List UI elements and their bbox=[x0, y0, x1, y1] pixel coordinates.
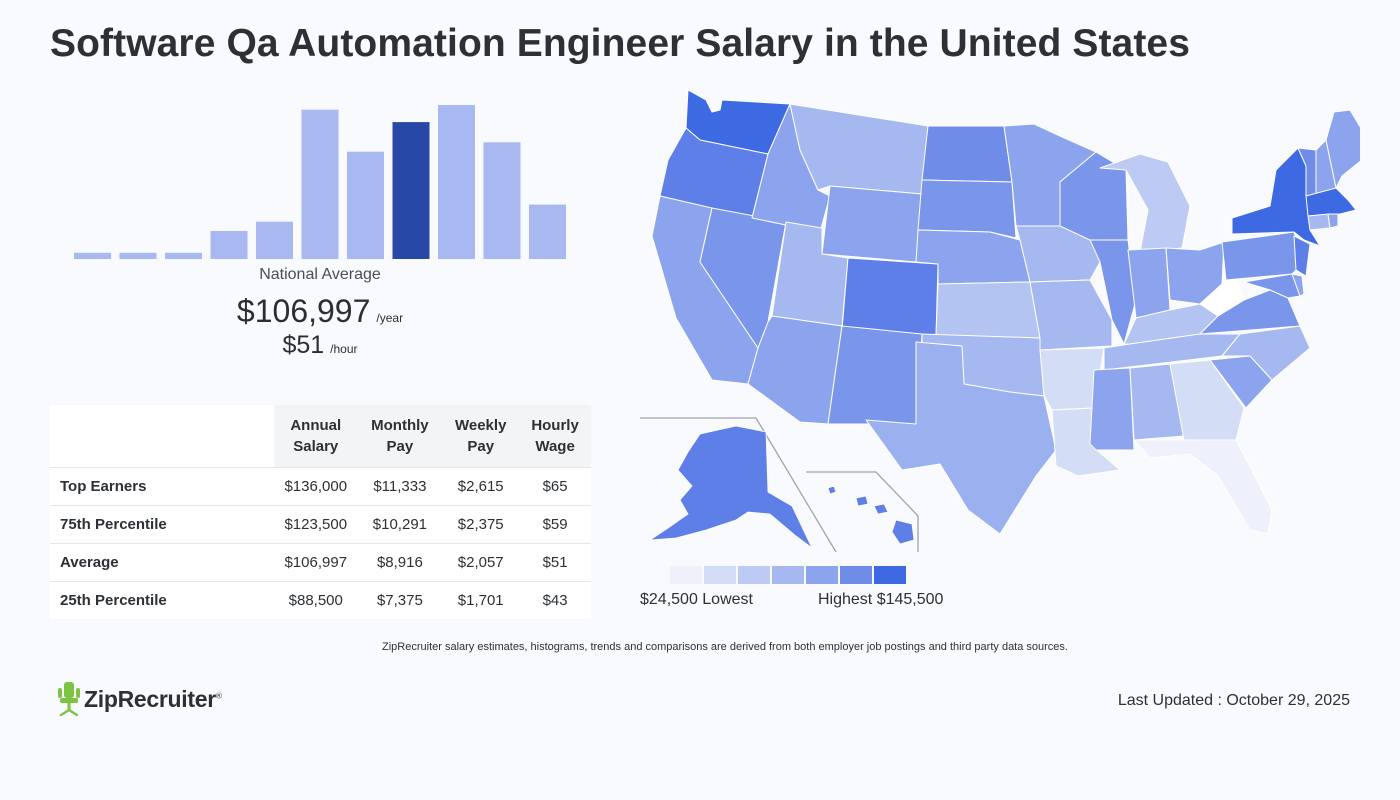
histogram-bar bbox=[483, 142, 521, 259]
legend-swatch bbox=[806, 566, 838, 584]
chair-icon bbox=[58, 682, 80, 716]
cell-weekly: $2,615 bbox=[442, 467, 520, 506]
state-florida bbox=[1133, 439, 1273, 535]
us-salary-map bbox=[640, 89, 1360, 553]
cell-weekly: $1,701 bbox=[442, 581, 520, 619]
brand-name: ZipRecruiter® bbox=[84, 685, 222, 712]
cell-hourly: $43 bbox=[519, 581, 591, 619]
legend-swatch bbox=[840, 566, 872, 584]
state-alaska bbox=[649, 425, 813, 549]
legend-swatch bbox=[874, 566, 906, 584]
cell-hourly: $51 bbox=[519, 543, 591, 582]
map-legend bbox=[670, 566, 906, 584]
state-colorado bbox=[841, 257, 939, 337]
histogram-bar bbox=[438, 105, 475, 259]
histogram-bar bbox=[74, 252, 111, 259]
histogram-bar bbox=[210, 231, 248, 259]
cell-hourly: $65 bbox=[519, 467, 591, 506]
row-label: 25th Percentile bbox=[50, 581, 274, 619]
legend-swatch bbox=[704, 566, 736, 584]
cell-weekly: $2,057 bbox=[442, 543, 520, 582]
histogram-bar bbox=[119, 252, 157, 259]
table-header-weekly: Weekly Pay bbox=[442, 405, 520, 468]
cell-annual: $88,500 bbox=[274, 581, 358, 619]
table-row: Top Earners $136,000 $11,333 $2,615 $65 bbox=[50, 467, 591, 506]
row-label: Average bbox=[50, 543, 274, 582]
legend-high-label: Highest $145,500 bbox=[818, 591, 944, 608]
table-header-annual: Annual Salary bbox=[274, 405, 358, 468]
state-maryland bbox=[1243, 273, 1301, 299]
state-rhode-island bbox=[1327, 213, 1339, 229]
state-michigan bbox=[1099, 153, 1191, 253]
histogram-bar bbox=[256, 221, 293, 259]
state-indiana bbox=[1127, 247, 1171, 319]
cell-monthly: $7,375 bbox=[357, 581, 443, 619]
cell-monthly: $11,333 bbox=[357, 467, 443, 506]
table-header-blank bbox=[50, 405, 274, 468]
histogram-bar bbox=[347, 151, 384, 259]
annual-unit: /year bbox=[376, 311, 404, 325]
state-hawaii bbox=[827, 485, 915, 545]
cell-annual: $136,000 bbox=[274, 467, 358, 506]
histogram-bar bbox=[529, 204, 566, 259]
data-disclaimer: ZipRecruiter salary estimates, histogram… bbox=[382, 641, 1068, 653]
cell-monthly: $8,916 bbox=[357, 543, 443, 582]
salary-table: Annual Salary Monthly Pay Weekly Pay Hourly… bbox=[50, 405, 591, 619]
state-north-dakota bbox=[921, 125, 1013, 183]
table-header-hourly: Hourly Wage bbox=[519, 405, 591, 468]
page-title: Software Qa Automation Engineer Salary i… bbox=[50, 22, 1191, 65]
state-kansas bbox=[935, 281, 1041, 339]
state-mississippi bbox=[1089, 367, 1135, 451]
hawaii-inset-border bbox=[806, 471, 919, 552]
state-west-virginia bbox=[1199, 275, 1245, 317]
table-header-row: Annual Salary Monthly Pay Weekly Pay Hourly… bbox=[50, 405, 591, 468]
legend-swatch bbox=[738, 566, 770, 584]
hourly-average-value: $51 bbox=[282, 331, 325, 359]
annual-average-value: $106,997 bbox=[236, 293, 371, 329]
last-updated: Last Updated : October 29, 2025 bbox=[1117, 692, 1350, 709]
legend-low-label: $24,500 Lowest bbox=[640, 591, 753, 608]
state-delaware bbox=[1291, 273, 1305, 297]
state-connecticut bbox=[1307, 213, 1331, 231]
cell-monthly: $10,291 bbox=[357, 505, 443, 544]
cell-hourly: $59 bbox=[519, 505, 591, 544]
row-label: 75th Percentile bbox=[50, 505, 274, 544]
cell-annual: $106,997 bbox=[274, 543, 358, 582]
legend-swatch bbox=[670, 566, 702, 584]
legend-swatch bbox=[772, 566, 804, 584]
hourly-average: $51/hour bbox=[170, 331, 470, 360]
table-row: 25th Percentile $88,500 $7,375 $1,701 $4… bbox=[50, 581, 591, 619]
annual-average: $106,997/year bbox=[170, 293, 470, 330]
salary-histogram bbox=[74, 105, 566, 259]
alaska-inset-border bbox=[640, 417, 837, 553]
ziprecruiter-logo[interactable]: ZipRecruiter® bbox=[58, 682, 222, 716]
table-row: Average $106,997 $8,916 $2,057 $51 bbox=[50, 543, 591, 582]
state-wyoming bbox=[821, 185, 923, 263]
state-pennsylvania bbox=[1221, 231, 1305, 281]
cell-weekly: $2,375 bbox=[442, 505, 520, 544]
state-south-dakota bbox=[917, 179, 1017, 239]
histogram-bar-highlight bbox=[392, 122, 430, 259]
table-header-monthly: Monthly Pay bbox=[357, 405, 443, 468]
state-north-carolina bbox=[1221, 325, 1311, 381]
row-label: Top Earners bbox=[50, 467, 274, 506]
state-georgia bbox=[1169, 359, 1245, 441]
state-new-mexico bbox=[827, 325, 923, 425]
histogram-bar bbox=[301, 109, 339, 259]
state-new-jersey bbox=[1293, 235, 1311, 277]
state-texas bbox=[865, 341, 1057, 535]
table-row: 75th Percentile $123,500 $10,291 $2,375 … bbox=[50, 505, 591, 544]
hourly-unit: /hour bbox=[330, 342, 358, 356]
state-missouri bbox=[1029, 279, 1113, 351]
cell-annual: $123,500 bbox=[274, 505, 358, 544]
histogram-bar bbox=[165, 252, 202, 259]
national-average-label: National Average bbox=[259, 266, 381, 283]
